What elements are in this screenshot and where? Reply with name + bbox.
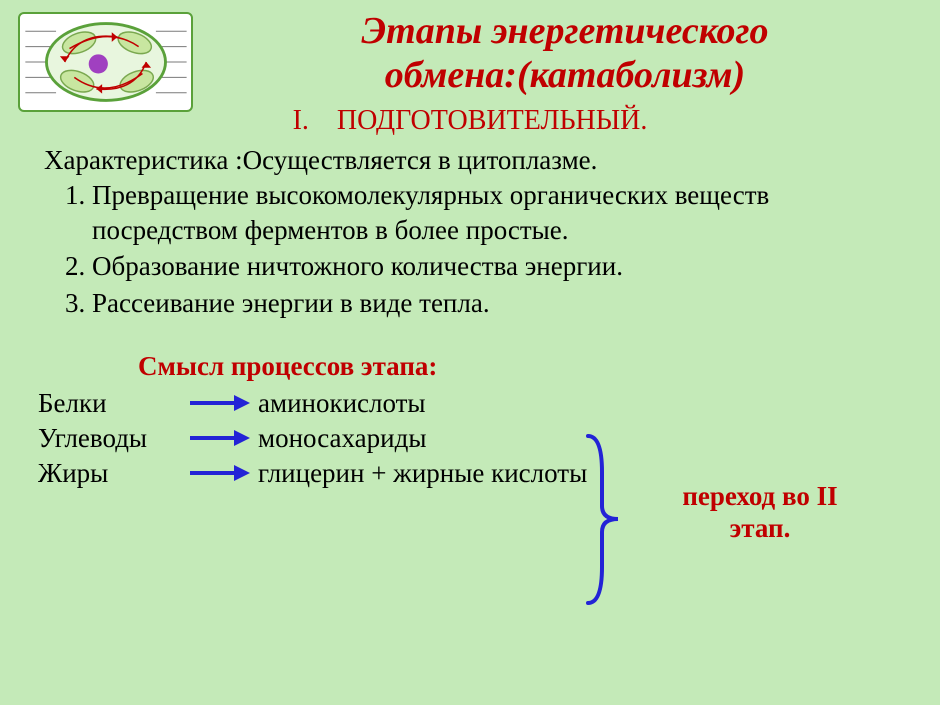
conv-to: аминокислоты <box>258 388 922 419</box>
point-item: Образование ничтожного количества энерги… <box>92 249 912 284</box>
right-arrow-icon <box>188 463 250 483</box>
section-number: I. <box>293 105 309 136</box>
point-item: Превращение высокомолекулярных органичес… <box>92 178 912 247</box>
arrow-icon <box>188 428 258 448</box>
transition-line-1: переход во II <box>682 481 837 511</box>
conv-from: Углеводы <box>38 423 188 454</box>
section-name: ПОДГОТОВИТЕЛЬНЫЙ. <box>337 105 647 136</box>
title-line-1: Этапы энергетического <box>361 10 768 52</box>
slide-title: Этапы энергетического обмена:(катаболизм… <box>208 10 922 97</box>
arrow-icon <box>188 463 258 483</box>
characteristic-label: Характеристика : <box>44 145 243 175</box>
points-list: Превращение высокомолекулярных органичес… <box>92 178 922 320</box>
right-arrow-icon <box>188 428 250 448</box>
characteristic-text: Осуществляется в цитоплазме. <box>243 145 598 175</box>
transition-line-2: этап. <box>730 513 791 543</box>
conv-from: Белки <box>38 388 188 419</box>
conv-from: Жиры <box>38 458 188 489</box>
characteristic-line: Характеристика :Осуществляется в цитопла… <box>44 145 922 176</box>
slide: Этапы энергетического обмена:(катаболизм… <box>0 0 940 705</box>
point-item: Рассеивание энергии в виде тепла. <box>92 286 912 321</box>
cell-diagram-icon <box>18 12 193 112</box>
transition-text: переход во II этап. <box>630 480 890 545</box>
title-line-2: обмена:(катаболизм) <box>385 54 745 96</box>
arrow-icon <box>188 393 258 413</box>
right-arrow-icon <box>188 393 250 413</box>
curly-bracket-icon <box>582 432 622 607</box>
subheading: Смысл процессов этапа: <box>138 351 922 382</box>
conversions-grid: Белки аминокислоты Углеводы моносахариды… <box>38 388 922 489</box>
